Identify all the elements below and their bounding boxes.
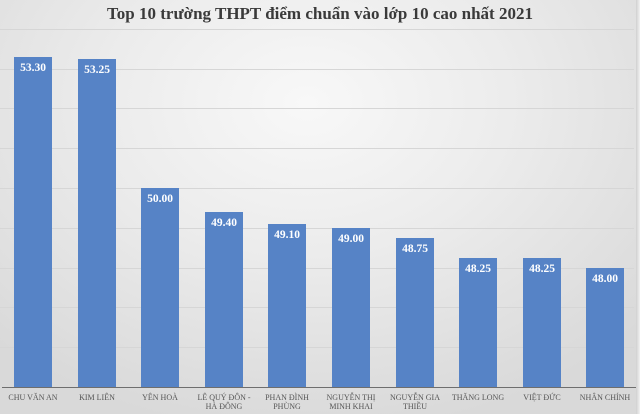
gridline <box>0 29 634 30</box>
category-label: LÊ QUÝ ĐÔN - HÀ ĐÔNG <box>197 393 251 411</box>
data-label: 53.25 <box>84 64 110 76</box>
category-label: PHAN ĐÌNH PHÙNG <box>265 393 309 411</box>
bar <box>78 59 116 387</box>
category-label: THĂNG LONG <box>451 393 505 402</box>
bar <box>141 188 179 387</box>
category-label: NGUYỄN THỊ MINH KHAI <box>326 393 376 411</box>
data-label: 49.00 <box>338 233 364 245</box>
gridline <box>0 188 634 189</box>
gridline <box>0 108 634 109</box>
gridline <box>0 228 634 229</box>
gridline <box>0 148 634 149</box>
bar <box>396 238 434 387</box>
gridline <box>0 347 634 348</box>
bar <box>459 258 497 387</box>
category-label: NHÂN CHÍNH <box>579 393 631 402</box>
gridline <box>0 307 634 308</box>
bar <box>14 57 52 387</box>
data-label: 48.25 <box>529 263 555 275</box>
category-label: KIM LIÊN <box>79 393 115 402</box>
gridline <box>0 268 634 269</box>
data-label: 48.00 <box>592 273 618 285</box>
bar <box>586 268 624 387</box>
bar <box>205 212 243 387</box>
data-label: 50.00 <box>147 193 173 205</box>
category-label: VIỆT ĐỨC <box>523 393 561 402</box>
bar <box>268 224 306 387</box>
chart-title: Top 10 trường THPT điểm chuẩn vào lớp 10… <box>107 4 533 23</box>
data-label: 49.10 <box>274 229 300 241</box>
x-axis-line <box>2 387 636 388</box>
category-label: NGUYỄN GIA THIỀU <box>390 393 440 411</box>
data-label: 48.75 <box>402 243 428 255</box>
gridline <box>0 69 634 70</box>
bar <box>332 228 370 387</box>
data-label: 53.30 <box>20 62 46 74</box>
bar <box>523 258 561 387</box>
data-label: 49.40 <box>211 217 237 229</box>
category-label: YÊN HOÀ <box>142 393 178 402</box>
data-label: 48.25 <box>465 263 491 275</box>
category-label: CHU VĂN AN <box>8 393 58 402</box>
